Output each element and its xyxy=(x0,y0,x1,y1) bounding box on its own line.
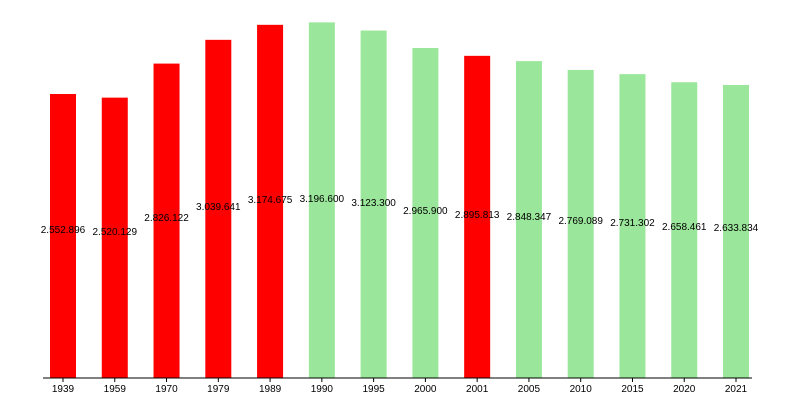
bar-1995 xyxy=(360,30,387,379)
value-label-1989: 3.174.675 xyxy=(248,195,293,206)
bar-1990 xyxy=(308,22,335,378)
x-tick-label-1979: 1979 xyxy=(207,384,230,395)
x-tick-label-1970: 1970 xyxy=(155,384,178,395)
value-label-2021: 2.633.834 xyxy=(714,223,759,234)
x-tick-label-1995: 1995 xyxy=(362,384,385,395)
x-tick-label-2010: 2010 xyxy=(570,384,593,395)
x-tick-label-2021: 2021 xyxy=(725,384,748,395)
x-tick-label-2001: 2001 xyxy=(466,384,489,395)
value-label-2020: 2.658.461 xyxy=(662,222,707,233)
x-tick-label-1989: 1989 xyxy=(259,384,282,395)
value-label-1995: 3.123.300 xyxy=(351,198,396,209)
value-label-1959: 2.520.129 xyxy=(93,227,138,238)
bar-2020 xyxy=(671,82,698,378)
bar-1970 xyxy=(153,63,180,379)
bar-2001 xyxy=(464,55,491,379)
x-tick-label-2020: 2020 xyxy=(673,384,696,395)
bar-1989 xyxy=(257,24,284,378)
x-tick-label-1959: 1959 xyxy=(104,384,127,395)
bar-2010 xyxy=(567,69,594,378)
bars-group xyxy=(50,22,750,379)
bar-1959 xyxy=(101,97,128,378)
x-tick-label-1990: 1990 xyxy=(311,384,334,395)
x-tick-label-2000: 2000 xyxy=(414,384,437,395)
x-tick-label-2015: 2015 xyxy=(621,384,644,395)
x-tick-label-1939: 1939 xyxy=(52,384,75,395)
value-labels-group: 2.552.896 2.520.129 2.826.122 3.039.641 3.17… xyxy=(41,194,759,238)
value-label-2010: 2.769.089 xyxy=(558,216,603,227)
value-label-2005: 2.848.347 xyxy=(507,212,552,223)
value-label-2001: 2.895.813 xyxy=(455,210,500,221)
value-label-1939: 2.552.896 xyxy=(41,225,86,236)
x-tick-labels-group: 1939 1959 1970 1979 1989 1990 1995 2000 2001 2005… xyxy=(52,384,748,395)
x-ticks-group xyxy=(62,378,737,382)
value-label-2000: 2.965.900 xyxy=(403,206,448,217)
bar-2000 xyxy=(412,48,439,378)
value-label-1990: 3.196.600 xyxy=(300,194,345,205)
bar-1939 xyxy=(50,93,76,379)
bar-2021 xyxy=(723,84,750,379)
bar-2015 xyxy=(619,74,646,378)
value-label-1970: 2.826.122 xyxy=(144,213,189,224)
value-label-1979: 3.039.641 xyxy=(196,202,241,213)
bar-2005 xyxy=(515,61,542,379)
value-label-2015: 2.731.302 xyxy=(610,218,655,229)
x-tick-label-2005: 2005 xyxy=(518,384,541,395)
bar-1979 xyxy=(205,39,232,379)
